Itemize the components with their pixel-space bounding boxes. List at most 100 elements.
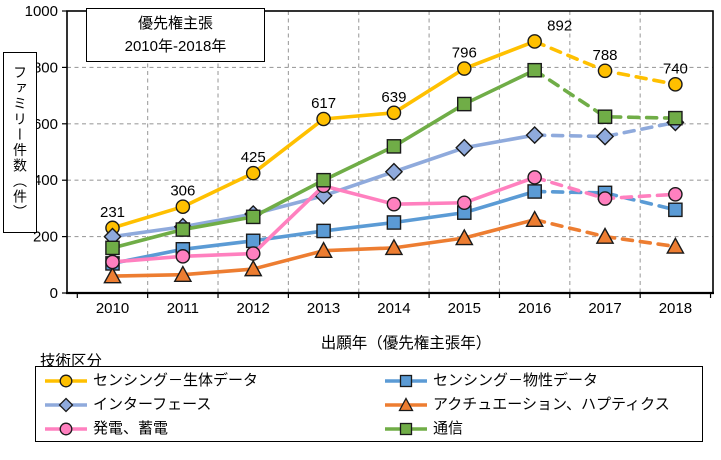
series-3-triangle-marker bbox=[525, 210, 544, 227]
series-5-square-marker bbox=[245, 209, 261, 225]
y-tick-label: 600 bbox=[33, 116, 58, 133]
series-3-triangle-marker bbox=[103, 266, 122, 284]
x-tick-label: 2014 bbox=[377, 300, 410, 317]
y-axis-title: ファミリー件数（件） bbox=[12, 65, 28, 220]
series-2-diamond-marker bbox=[595, 127, 615, 146]
chart-title-line2: 2010年-2018年 bbox=[124, 38, 227, 55]
data-label: 639 bbox=[381, 89, 406, 106]
y-tick-label: 200 bbox=[33, 229, 58, 246]
x-tick-label: 2018 bbox=[659, 300, 692, 317]
legend-caption: 技術区分 bbox=[40, 353, 103, 370]
legend-marker-shape bbox=[398, 397, 414, 412]
series-5-line-dashed bbox=[532, 68, 678, 120]
legend-item-1: センシング－物性データ bbox=[384, 369, 702, 393]
legend-marker-shape bbox=[59, 422, 73, 436]
series-2-diamond-marker bbox=[525, 125, 544, 145]
x-tick-label: 2013 bbox=[307, 300, 340, 317]
x-tick-label: 2015 bbox=[448, 300, 481, 317]
series-0-circle-marker bbox=[597, 63, 613, 79]
y-tick-label: 800 bbox=[33, 59, 58, 76]
series-2-diamond-marker bbox=[455, 138, 474, 157]
x-axis-title: 出願年（優先権主張年） bbox=[320, 335, 492, 352]
legend-marker-square-icon bbox=[385, 374, 427, 388]
series-1-square-marker bbox=[386, 215, 402, 230]
series-0-circle-marker bbox=[668, 77, 683, 92]
legend-marker-circle-icon bbox=[45, 422, 87, 436]
series-3-triangle-marker bbox=[314, 241, 333, 258]
x-tick-label: 2016 bbox=[518, 300, 551, 317]
series-5-square-marker bbox=[175, 222, 191, 237]
series-4-circle-marker bbox=[668, 186, 683, 202]
legend-marker-diamond-icon bbox=[45, 397, 87, 413]
legend-item-2: インターフェース bbox=[44, 393, 384, 417]
series-2-diamond-marker bbox=[384, 162, 404, 181]
series-1-square-marker bbox=[527, 184, 542, 199]
series-3-triangle-marker bbox=[455, 228, 474, 246]
series-5-square-marker bbox=[457, 96, 472, 112]
y-tick-label: 0 bbox=[50, 285, 58, 302]
legend-marker-shape bbox=[399, 374, 413, 388]
legend-label: アクチュエーション、ハプティクス bbox=[433, 396, 670, 413]
data-label: 740 bbox=[663, 60, 688, 77]
legend-marker-circle-icon bbox=[45, 374, 87, 388]
series-4-circle-marker bbox=[245, 246, 261, 261]
legend-label: インターフェース bbox=[93, 396, 212, 413]
series-5-square-marker bbox=[316, 172, 331, 188]
series-0-circle-marker bbox=[456, 61, 472, 76]
line-chart-plot: 0 200 400 600 800 1000 2010 2011 2012 2013 2014 201… bbox=[25, 3, 714, 317]
data-label: 306 bbox=[170, 183, 195, 200]
legend-marker-triangle-icon bbox=[385, 397, 427, 412]
y-tick-label: 1000 bbox=[25, 3, 58, 20]
legend: センシング－生体データ センシング－物性データインターフェース アクチュエーション、… bbox=[35, 366, 703, 442]
x-tick-label: 2017 bbox=[588, 300, 621, 317]
data-label: 788 bbox=[593, 47, 618, 64]
data-label: 796 bbox=[452, 45, 477, 62]
series-1-square-marker bbox=[668, 202, 683, 218]
series-5-square-marker bbox=[386, 139, 402, 154]
data-label: 231 bbox=[100, 204, 125, 221]
series-0-circle-marker bbox=[245, 165, 261, 181]
chart-title-box: 優先権主張 2010年-2018年 bbox=[86, 8, 265, 62]
legend-marker-shape bbox=[59, 374, 73, 388]
legend-label: 通信 bbox=[433, 420, 464, 437]
series-3-triangle-marker bbox=[384, 238, 404, 256]
legend-item-4: 発電、蓄電 bbox=[44, 417, 384, 441]
legend-marker-square-icon bbox=[385, 422, 427, 436]
series-5-square-marker bbox=[527, 62, 542, 78]
legend-label: 発電、蓄電 bbox=[93, 420, 169, 437]
y-axis-title-box: ファミリー件数（件） bbox=[3, 52, 37, 233]
legend-marker-shape bbox=[58, 397, 74, 413]
y-tick-label: 400 bbox=[33, 172, 58, 189]
series-5-square-marker bbox=[597, 109, 613, 125]
legend-label: センシング－物性データ bbox=[433, 372, 599, 389]
data-label: 617 bbox=[311, 95, 336, 112]
series-4-circle-marker bbox=[527, 170, 542, 185]
series-1-square-marker bbox=[316, 223, 331, 239]
series-4-circle-marker bbox=[456, 195, 472, 211]
series-0-circle-marker bbox=[175, 199, 191, 215]
series-3-triangle-marker bbox=[243, 259, 263, 277]
legend-marker-shape bbox=[399, 422, 413, 436]
legend-item-3: アクチュエーション、ハプティクス bbox=[384, 393, 702, 417]
series-5-square-marker bbox=[668, 110, 683, 126]
series-5-square-marker bbox=[105, 240, 120, 256]
series-4-circle-marker bbox=[175, 249, 191, 264]
legend-label: センシング－生体データ bbox=[93, 372, 259, 389]
x-tick-label: 2012 bbox=[237, 300, 270, 317]
series-3-triangle-marker bbox=[666, 236, 685, 254]
chart-title-line1: 優先権主張 bbox=[137, 15, 213, 32]
series-4-circle-marker bbox=[386, 196, 402, 212]
series-3-triangle-marker bbox=[595, 227, 615, 244]
x-tick-label: 2010 bbox=[96, 300, 129, 317]
x-tick-label: 2011 bbox=[167, 300, 199, 317]
data-label: 425 bbox=[241, 149, 266, 166]
series-3-triangle-marker bbox=[173, 265, 193, 282]
series-0-circle-marker bbox=[316, 111, 331, 127]
series-0-circle-marker bbox=[527, 34, 542, 49]
legend-item-0: センシング－生体データ bbox=[44, 369, 384, 393]
series-4-circle-marker bbox=[597, 191, 613, 206]
data-label: 892 bbox=[547, 17, 572, 34]
series-1-square-marker bbox=[245, 233, 261, 249]
legend-item-5: 通信 bbox=[384, 417, 702, 441]
series-0-circle-marker bbox=[386, 105, 402, 121]
